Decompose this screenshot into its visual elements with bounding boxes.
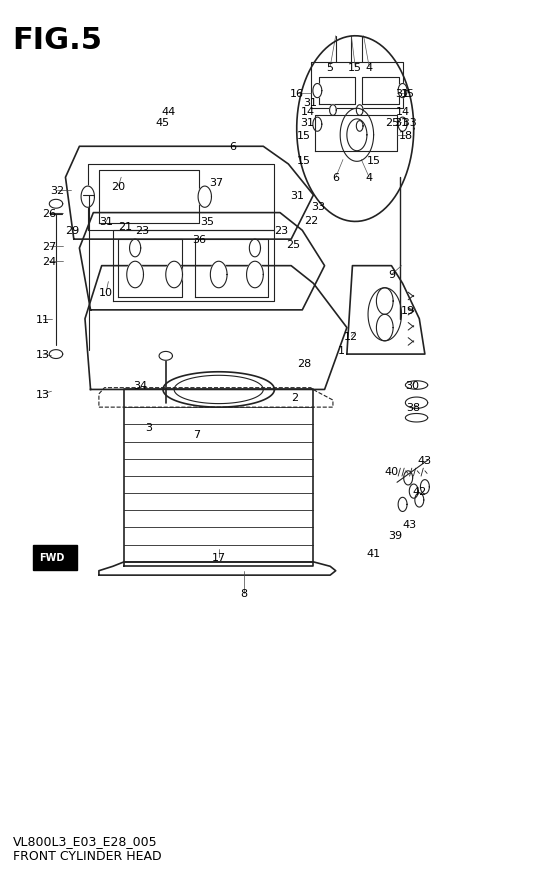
Polygon shape xyxy=(404,471,413,486)
Text: 37: 37 xyxy=(209,177,223,188)
Text: 14: 14 xyxy=(301,107,315,117)
Text: 45: 45 xyxy=(156,118,170,128)
FancyBboxPatch shape xyxy=(32,546,77,571)
Text: 28: 28 xyxy=(297,359,311,369)
Polygon shape xyxy=(376,315,393,341)
Text: 15: 15 xyxy=(367,155,381,166)
Text: 31: 31 xyxy=(99,217,113,227)
Text: 7: 7 xyxy=(193,429,200,439)
Text: 15: 15 xyxy=(348,63,362,73)
Text: 39: 39 xyxy=(388,531,402,540)
Text: 11: 11 xyxy=(36,315,50,324)
Text: 34: 34 xyxy=(134,381,148,391)
Text: 5: 5 xyxy=(326,63,334,73)
Polygon shape xyxy=(159,352,172,361)
Text: 26: 26 xyxy=(41,208,56,218)
Polygon shape xyxy=(127,262,143,289)
Text: 25: 25 xyxy=(286,239,300,249)
Polygon shape xyxy=(49,350,63,359)
Text: 1: 1 xyxy=(338,346,345,355)
Text: 29: 29 xyxy=(66,226,80,236)
Text: 31: 31 xyxy=(394,118,408,128)
Text: 38: 38 xyxy=(407,402,421,413)
Text: 30: 30 xyxy=(405,381,419,391)
Polygon shape xyxy=(246,262,263,289)
Text: 25·33: 25·33 xyxy=(386,118,417,128)
Text: 35: 35 xyxy=(200,217,214,227)
Polygon shape xyxy=(166,262,183,289)
Polygon shape xyxy=(356,105,363,116)
Text: 8: 8 xyxy=(240,588,248,598)
Text: 23: 23 xyxy=(135,226,149,236)
Text: 21: 21 xyxy=(118,222,132,231)
Text: 44: 44 xyxy=(161,107,176,117)
Text: 9: 9 xyxy=(388,270,395,280)
Text: 12: 12 xyxy=(344,332,358,342)
Text: 31: 31 xyxy=(304,98,318,108)
Text: 20: 20 xyxy=(111,182,125,192)
Text: 19: 19 xyxy=(401,306,415,315)
Text: 4: 4 xyxy=(366,173,373,183)
Polygon shape xyxy=(398,118,407,132)
Text: 2: 2 xyxy=(291,392,298,402)
Polygon shape xyxy=(415,494,424,508)
Polygon shape xyxy=(211,262,227,289)
Text: FIG.5: FIG.5 xyxy=(12,26,102,55)
Text: 13: 13 xyxy=(36,350,50,360)
Polygon shape xyxy=(409,485,418,499)
Polygon shape xyxy=(198,187,212,208)
Polygon shape xyxy=(313,84,322,98)
Polygon shape xyxy=(405,414,428,423)
Text: FRONT CYLINDER HEAD: FRONT CYLINDER HEAD xyxy=(12,849,161,862)
Text: 15: 15 xyxy=(297,130,311,141)
Polygon shape xyxy=(376,289,393,315)
Text: 23: 23 xyxy=(274,226,288,236)
Polygon shape xyxy=(405,398,428,409)
Text: 43: 43 xyxy=(402,519,416,529)
Text: FWD: FWD xyxy=(39,553,64,563)
Text: 43: 43 xyxy=(418,455,432,466)
Text: 40: 40 xyxy=(384,466,399,477)
Polygon shape xyxy=(81,187,95,208)
Text: 18: 18 xyxy=(399,130,413,141)
Text: 6: 6 xyxy=(332,173,339,183)
Text: 4: 4 xyxy=(366,63,373,73)
Text: 24: 24 xyxy=(42,257,57,267)
Polygon shape xyxy=(405,381,428,390)
Polygon shape xyxy=(330,105,336,116)
Text: 31: 31 xyxy=(300,118,314,128)
Polygon shape xyxy=(356,121,363,132)
Text: 15: 15 xyxy=(401,89,415,99)
Text: 22: 22 xyxy=(304,215,318,225)
Polygon shape xyxy=(398,498,407,512)
Polygon shape xyxy=(313,118,322,132)
Polygon shape xyxy=(421,480,430,494)
Text: 15: 15 xyxy=(297,155,311,166)
Polygon shape xyxy=(49,200,63,209)
Text: 31: 31 xyxy=(290,190,304,201)
Text: 13: 13 xyxy=(36,390,50,400)
Text: 10: 10 xyxy=(99,288,113,298)
Polygon shape xyxy=(368,289,402,341)
Text: 42: 42 xyxy=(412,486,426,496)
Text: 6: 6 xyxy=(229,142,236,152)
Text: 32: 32 xyxy=(50,186,64,197)
Text: VL800L3_E03_E28_005: VL800L3_E03_E28_005 xyxy=(12,835,157,848)
Text: 41: 41 xyxy=(367,548,381,558)
Text: 36: 36 xyxy=(192,235,206,245)
Text: 27: 27 xyxy=(42,242,57,252)
Polygon shape xyxy=(398,84,407,98)
Text: 17: 17 xyxy=(212,553,226,563)
Text: 31: 31 xyxy=(395,89,409,99)
Polygon shape xyxy=(129,240,141,258)
Text: 16: 16 xyxy=(290,89,304,99)
Text: 33: 33 xyxy=(311,201,325,211)
Polygon shape xyxy=(249,240,260,258)
Text: 3: 3 xyxy=(146,422,152,432)
Text: 14: 14 xyxy=(395,107,410,117)
